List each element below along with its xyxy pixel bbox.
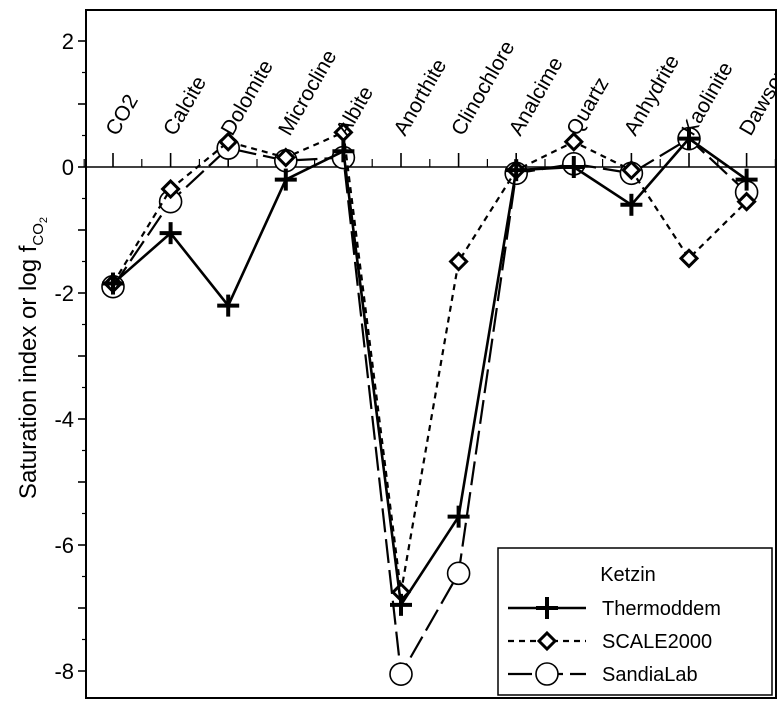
data-point-circle [389, 662, 413, 686]
y-axis-label-sub: CO [30, 223, 47, 246]
category-label: Calcite [159, 72, 211, 139]
data-point-diamond [275, 147, 296, 168]
y-axis-label-sub2: 2 [38, 217, 50, 223]
series-line [112, 136, 748, 609]
category-label: Albite [332, 83, 378, 140]
y-tick-label: -8 [54, 659, 74, 684]
plot-frame [85, 9, 777, 699]
category-label: Kaolinite [677, 58, 737, 139]
y-tick-label: -6 [54, 533, 74, 558]
y-tick-label: 0 [62, 155, 74, 180]
legend: Ketzin Thermoddem SCALE2000 SandiaLab [497, 547, 773, 696]
category-label: Anhydrite [620, 51, 684, 139]
series-thermoddem [102, 127, 758, 616]
legend-marker [536, 630, 558, 652]
category-label: CO2 [101, 91, 143, 140]
legend-label: Thermoddem [602, 598, 721, 620]
y-axis-label-main: Saturation index or log f [15, 245, 42, 499]
data-point-diamond [736, 191, 757, 212]
y-tick-label: -4 [54, 407, 74, 432]
legend-title: Ketzin [600, 564, 656, 586]
y-axis-label: Saturation index or log fCO2 [15, 217, 50, 499]
y-tick-label: -2 [54, 281, 74, 306]
series-group [101, 122, 759, 686]
y-tick-label: 2 [62, 29, 74, 54]
legend-label: SandiaLab [602, 664, 698, 686]
series-scale2000 [102, 122, 757, 603]
data-point-diamond [218, 131, 239, 152]
data-point-diamond [678, 248, 700, 269]
legend-marker [535, 662, 559, 686]
data-point-diamond [448, 251, 469, 272]
series-line [112, 130, 748, 593]
data-point-diamond [160, 178, 181, 200]
category-label: Microcline [274, 46, 341, 139]
y-axis: 2 0 -2 -4 -6 -8 [54, 29, 86, 684]
category-label: Analcime [505, 53, 568, 139]
data-point-diamond [621, 160, 642, 181]
legend-label: SCALE2000 [602, 631, 712, 653]
data-point-diamond [563, 131, 584, 152]
category-label: Quartz [562, 73, 613, 139]
data-point-circle [446, 561, 471, 586]
category-label: Dawsonite [735, 43, 777, 139]
category-label: Anorthite [389, 55, 451, 139]
category-label: Dolomite [217, 56, 278, 139]
